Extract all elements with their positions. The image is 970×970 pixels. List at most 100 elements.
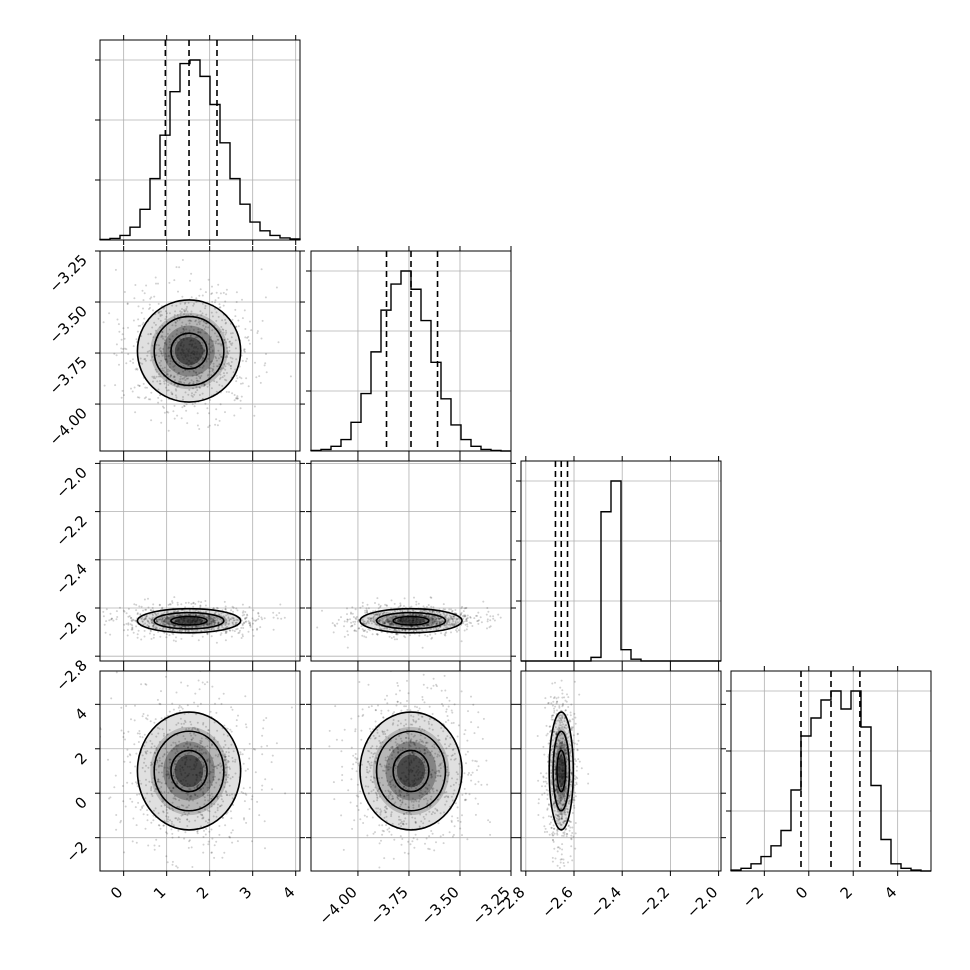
scatter-point	[201, 614, 203, 617]
scatter-point	[211, 370, 214, 372]
scatter-point	[468, 772, 470, 774]
scatter-point	[392, 749, 395, 752]
scatter-point	[381, 741, 384, 744]
scatter-point	[186, 629, 189, 632]
scatter-point	[401, 823, 404, 825]
scatter-point	[193, 786, 196, 789]
scatter-point	[418, 761, 421, 764]
scatter-point	[425, 628, 428, 631]
scatter-points	[102, 259, 292, 432]
scatter-point	[552, 839, 555, 842]
scatter-point	[411, 625, 414, 628]
scatter-point	[151, 621, 154, 624]
scatter-point	[397, 794, 400, 797]
scatter-point	[226, 727, 229, 730]
scatter-point	[152, 609, 155, 612]
scatter-point	[133, 719, 136, 722]
scatter-point	[399, 799, 402, 802]
scatter-point	[443, 811, 445, 814]
scatter-point	[189, 742, 192, 745]
scatter-point	[135, 824, 138, 827]
scatter-point	[275, 614, 278, 617]
scatter-point	[181, 813, 184, 816]
scatter-point	[194, 760, 197, 763]
scatter-point	[340, 750, 343, 753]
scatter-point	[476, 620, 479, 623]
scatter-point	[421, 793, 424, 796]
scatter-point	[231, 342, 234, 345]
scatter-point	[413, 846, 416, 849]
scatter-point	[412, 619, 415, 622]
scatter-point	[438, 622, 441, 625]
scatter-point	[451, 815, 454, 818]
scatter-point	[245, 616, 248, 619]
scatter-point	[187, 619, 190, 622]
scatter-point	[223, 339, 226, 341]
scatter-point	[424, 766, 427, 769]
scatter-point	[186, 362, 189, 365]
scatter-point	[380, 712, 383, 715]
scatter-point	[197, 380, 200, 383]
scatter-point	[407, 769, 410, 772]
scatter-point	[493, 619, 496, 622]
scatter-point	[116, 616, 119, 618]
scatter-point	[412, 715, 415, 718]
scatter-point	[158, 702, 161, 705]
scatter-point	[374, 709, 377, 712]
scatter-point	[190, 339, 193, 342]
scatter-point	[434, 622, 437, 625]
scatter-point	[166, 370, 169, 373]
scatter-point	[232, 371, 235, 374]
scatter-point	[154, 626, 157, 629]
scatter-point	[554, 755, 557, 758]
scatter-point	[230, 361, 233, 363]
scatter-point	[230, 336, 233, 339]
scatter-point	[217, 622, 220, 625]
scatter-point	[182, 619, 184, 622]
scatter-point	[419, 797, 422, 800]
scatter-point	[397, 606, 400, 609]
scatter-point	[400, 709, 403, 712]
scatter-point	[425, 792, 428, 795]
density-shade	[396, 754, 426, 788]
scatter-point	[229, 365, 232, 367]
scatter-point	[427, 847, 430, 850]
scatter-point	[412, 617, 415, 620]
scatter-point	[207, 789, 209, 792]
scatter-point	[174, 817, 177, 820]
scatter-point	[166, 820, 169, 823]
scatter-point	[252, 634, 255, 637]
scatter-point	[384, 733, 387, 735]
scatter-point	[184, 779, 187, 782]
scatter-point	[146, 624, 149, 627]
scatter-point	[186, 814, 189, 817]
scatter-point	[557, 800, 560, 802]
scatter-point	[192, 347, 195, 349]
scatter-point	[136, 613, 139, 616]
y-tick-label: −3.25	[46, 251, 91, 296]
scatter-point	[352, 620, 355, 623]
scatter-point	[200, 781, 203, 784]
scatter-point	[432, 811, 434, 814]
scatter-point	[207, 772, 210, 775]
scatter-point	[145, 741, 148, 744]
scatter-point	[174, 752, 177, 755]
scatter-point	[140, 618, 143, 621]
scatter-point	[422, 609, 424, 612]
scatter-point	[367, 618, 370, 621]
scatter-point	[196, 323, 198, 326]
scatter-point	[245, 360, 248, 363]
scatter-point	[182, 398, 184, 401]
scatter-point	[158, 603, 161, 606]
scatter-point	[188, 795, 191, 798]
scatter-point	[171, 863, 174, 866]
scatter-point	[158, 727, 161, 730]
scatter-point	[405, 736, 408, 739]
scatter-point	[184, 831, 187, 834]
scatter-point	[183, 719, 186, 722]
scatter-point	[151, 618, 154, 621]
scatter-point	[179, 380, 182, 383]
scatter-point	[364, 609, 367, 612]
scatter-point	[557, 766, 560, 769]
scatter-point	[193, 393, 196, 396]
